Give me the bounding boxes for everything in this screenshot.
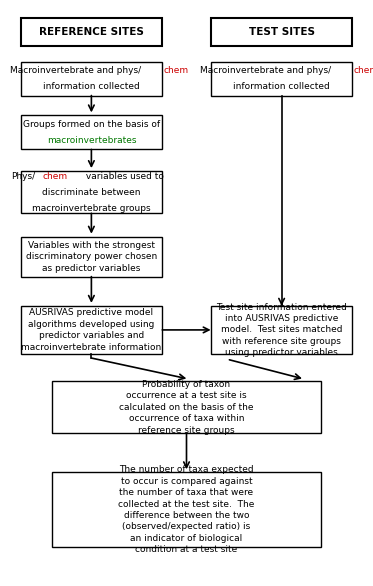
- Text: macroinvertebrates: macroinvertebrates: [47, 136, 136, 145]
- Text: Groups formed on the basis of: Groups formed on the basis of: [23, 120, 160, 129]
- Text: Phys/: Phys/: [11, 172, 35, 181]
- Text: variables used to: variables used to: [83, 172, 164, 181]
- Text: Macroinvertebrate and phys/: Macroinvertebrate and phys/: [10, 66, 141, 75]
- Text: Test site information entered
into AUSRIVAS predictive
model.  Test sites matche: Test site information entered into AUSRI…: [216, 302, 347, 357]
- Text: chem: chem: [354, 66, 373, 75]
- Bar: [21, 115, 162, 149]
- Bar: [21, 237, 162, 277]
- Bar: [21, 306, 162, 354]
- Text: discriminate between: discriminate between: [42, 188, 141, 197]
- Bar: [21, 62, 162, 96]
- Text: Macroinvertebrate and phys/: Macroinvertebrate and phys/: [200, 66, 331, 75]
- Text: macroinvertebrate groups: macroinvertebrate groups: [32, 203, 151, 213]
- Bar: [211, 18, 352, 46]
- Text: TEST SITES: TEST SITES: [249, 27, 314, 38]
- Bar: [21, 18, 162, 46]
- Text: information collected: information collected: [43, 82, 140, 91]
- Text: REFERENCE SITES: REFERENCE SITES: [39, 27, 144, 38]
- Text: chem: chem: [42, 172, 68, 181]
- Bar: [211, 62, 352, 96]
- Text: AUSRIVAS predictive model
algorithms developed using
predictor variables and
mac: AUSRIVAS predictive model algorithms dev…: [21, 308, 162, 352]
- Text: Variables with the strongest
discriminatory power chosen
as predictor variables: Variables with the strongest discriminat…: [26, 241, 157, 272]
- Bar: [52, 381, 321, 433]
- Text: chem: chem: [163, 66, 188, 75]
- Text: The number of taxa expected
to occur is compared against
the number of taxa that: The number of taxa expected to occur is …: [118, 465, 255, 554]
- Bar: [21, 171, 162, 213]
- Text: Probability of taxon
occurrence at a test site is
calculated on the basis of the: Probability of taxon occurrence at a tes…: [119, 380, 254, 435]
- Bar: [211, 306, 352, 354]
- Bar: [52, 472, 321, 547]
- Text: information collected: information collected: [233, 82, 330, 91]
